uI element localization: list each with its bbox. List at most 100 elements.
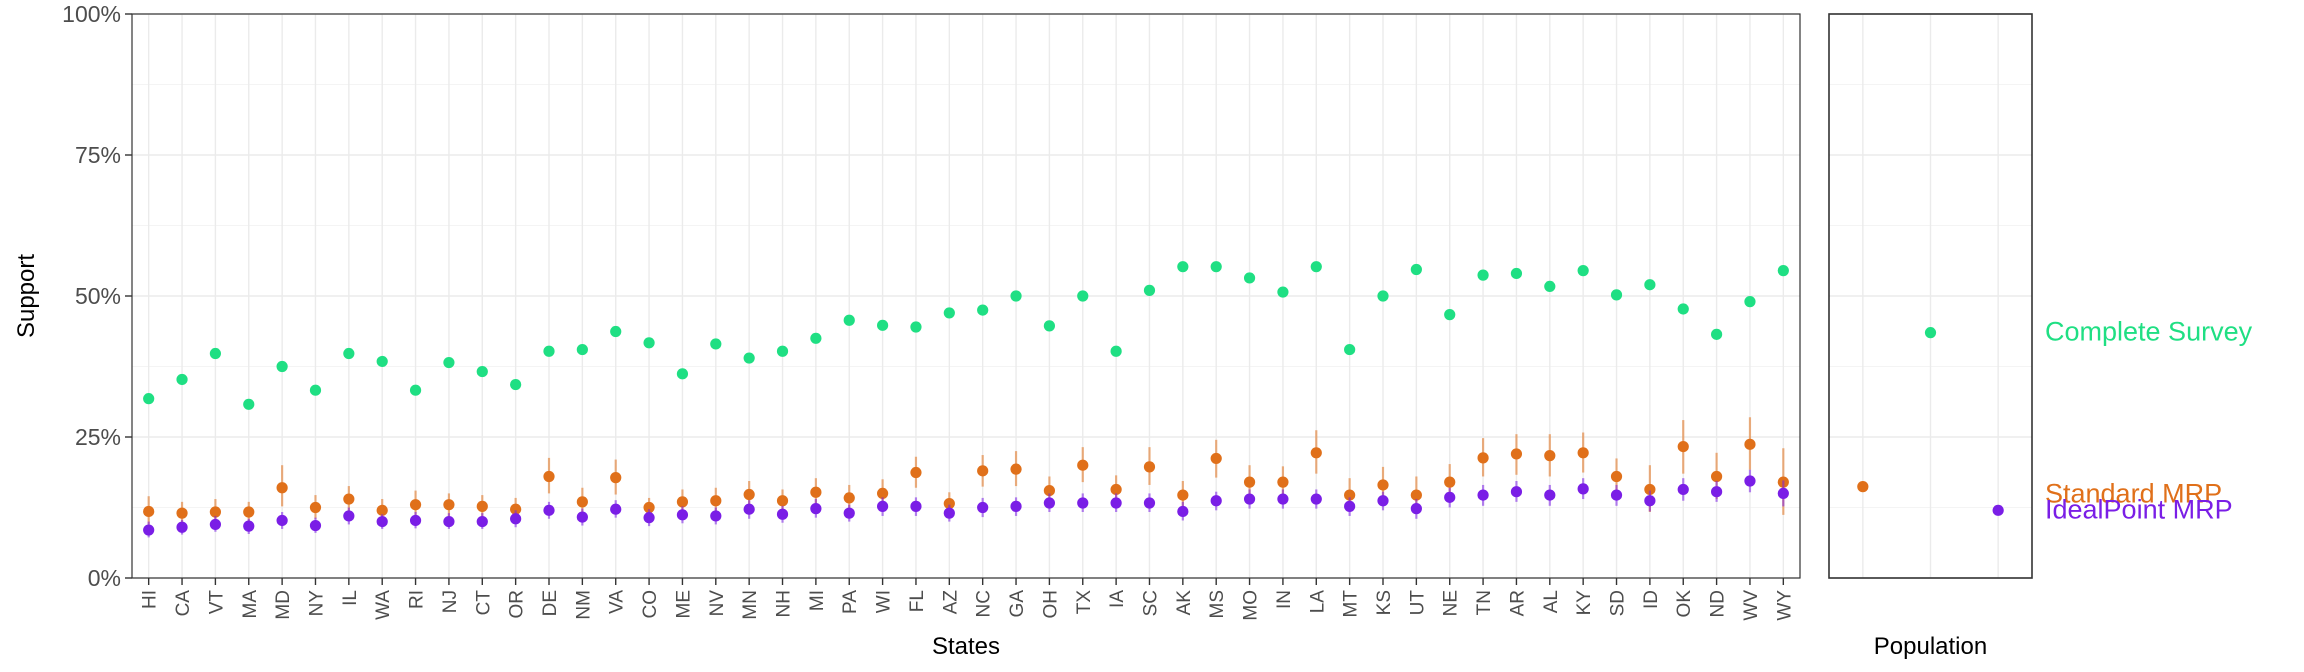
complete-survey-point xyxy=(1777,265,1789,277)
idealpoint-mrp-point xyxy=(1577,483,1589,495)
complete-survey-point xyxy=(1010,290,1022,302)
complete-survey-point xyxy=(1377,290,1389,302)
x-tick-label: CA xyxy=(173,590,194,617)
standard-mrp-point xyxy=(1344,489,1356,501)
x-tick-label: NH xyxy=(774,590,795,617)
complete-survey-point xyxy=(1410,263,1422,276)
idealpoint-mrp-point xyxy=(409,514,422,527)
complete-survey-point xyxy=(1577,265,1589,277)
standard-mrp-point xyxy=(710,495,722,507)
idealpoint-mrp-point xyxy=(643,512,655,524)
x-tick-label: MN xyxy=(740,590,761,620)
x-tick-label: NJ xyxy=(440,590,461,613)
x-tick-label: SC xyxy=(1140,590,1161,616)
complete-survey-point xyxy=(1444,309,1456,321)
x-tick-label: WV xyxy=(1741,590,1762,621)
idealpoint-mrp-point xyxy=(943,507,955,519)
legend-label-standard-mrp: Standard MRP xyxy=(2045,479,2222,509)
complete-survey-point xyxy=(977,304,989,316)
standard-mrp-point xyxy=(910,466,922,479)
complete-survey-point xyxy=(443,356,455,369)
x-axis-ticks: HI CA VT MA MD NY IL WA RI NJ CT OR DE NM VA CO ME NV MN NH… xyxy=(140,578,1795,621)
standard-mrp-point xyxy=(1644,483,1656,496)
standard-mrp-point xyxy=(1444,476,1456,488)
x-tick-label: MA xyxy=(240,590,261,619)
complete-survey-point xyxy=(243,398,255,410)
complete-survey-point xyxy=(910,321,922,333)
complete-survey-point xyxy=(1277,286,1289,298)
population-complete-survey-point xyxy=(1924,327,1937,339)
x-tick-label: DE xyxy=(540,590,561,616)
population-idealpoint-mrp-point xyxy=(1992,504,2004,516)
idealpoint-mrp-point xyxy=(1410,503,1422,515)
x-tick-label: OH xyxy=(1040,590,1061,619)
idealpoint-mrp-point xyxy=(710,510,722,522)
standard-mrp-point xyxy=(810,486,822,498)
complete-survey-point xyxy=(409,384,422,396)
standard-mrp-point xyxy=(1277,476,1289,488)
complete-survey-point xyxy=(843,314,855,326)
standard-mrp-point xyxy=(977,465,989,477)
standard-mrp-point xyxy=(676,496,689,508)
x-tick-label: WY xyxy=(1774,590,1795,621)
x-tick-label: UT xyxy=(1407,590,1428,616)
x-tick-label: MI xyxy=(807,590,828,611)
x-tick-label: OR xyxy=(507,590,528,619)
standard-mrp-point xyxy=(943,497,955,510)
x-tick-label: WI xyxy=(874,590,895,613)
complete-survey-point xyxy=(1077,290,1089,302)
idealpoint-mrp-point xyxy=(1477,489,1489,501)
idealpoint-mrp-point xyxy=(1711,486,1723,498)
complete-survey-point xyxy=(576,343,588,356)
standard-mrp-point xyxy=(1577,447,1589,459)
complete-survey-point xyxy=(476,365,488,378)
idealpoint-mrp-point xyxy=(1010,500,1022,512)
standard-mrp-point xyxy=(1544,450,1556,462)
idealpoint-mrp-point xyxy=(1243,493,1256,505)
standard-mrp-point xyxy=(1310,447,1322,459)
x-tick-label: TX xyxy=(1074,590,1095,615)
standard-mrp-point xyxy=(176,507,188,519)
x-tick-label: KS xyxy=(1374,590,1395,615)
main-panel-marks xyxy=(143,261,1789,538)
idealpoint-mrp-point xyxy=(1277,493,1289,505)
x-tick-label: NY xyxy=(306,590,327,617)
complete-survey-point xyxy=(276,360,288,373)
idealpoint-mrp-point xyxy=(1677,483,1689,496)
x-tick-label: PA xyxy=(840,590,861,614)
complete-survey-point xyxy=(309,384,322,396)
complete-survey-point xyxy=(610,325,622,338)
idealpoint-mrp-point xyxy=(576,511,588,523)
complete-survey-point xyxy=(710,338,722,350)
standard-mrp-point xyxy=(1177,489,1189,501)
x-tick-label: RI xyxy=(407,590,428,609)
standard-mrp-point xyxy=(1010,463,1022,475)
idealpoint-mrp-point xyxy=(209,518,221,531)
complete-survey-point xyxy=(1677,303,1689,315)
idealpoint-mrp-point xyxy=(1444,491,1456,503)
standard-mrp-point xyxy=(1711,470,1723,483)
standard-mrp-point xyxy=(877,487,889,499)
idealpoint-mrp-point xyxy=(143,524,155,536)
complete-survey-point xyxy=(1644,279,1656,291)
complete-survey-point xyxy=(1143,284,1156,296)
standard-mrp-point xyxy=(1210,452,1222,465)
idealpoint-mrp-point xyxy=(1510,486,1523,498)
standard-mrp-point xyxy=(209,506,221,518)
x-tick-label: HI xyxy=(140,590,161,609)
x-tick-label: AK xyxy=(1174,590,1195,616)
complete-survey-point xyxy=(143,393,155,405)
idealpoint-mrp-point xyxy=(243,520,255,532)
idealpoint-mrp-point xyxy=(1344,500,1356,512)
idealpoint-mrp-point xyxy=(1177,505,1189,518)
idealpoint-mrp-point xyxy=(977,501,989,514)
x-tick-label: SD xyxy=(1608,590,1629,616)
standard-mrp-point xyxy=(1077,459,1089,471)
complete-survey-point xyxy=(510,378,522,391)
idealpoint-mrp-point xyxy=(1310,493,1322,505)
standard-mrp-point xyxy=(1477,452,1489,464)
x-tick-label: NM xyxy=(573,590,594,620)
x-tick-label: MO xyxy=(1241,590,1262,621)
idealpoint-mrp-point xyxy=(810,503,822,515)
standard-mrp-point xyxy=(309,501,322,514)
